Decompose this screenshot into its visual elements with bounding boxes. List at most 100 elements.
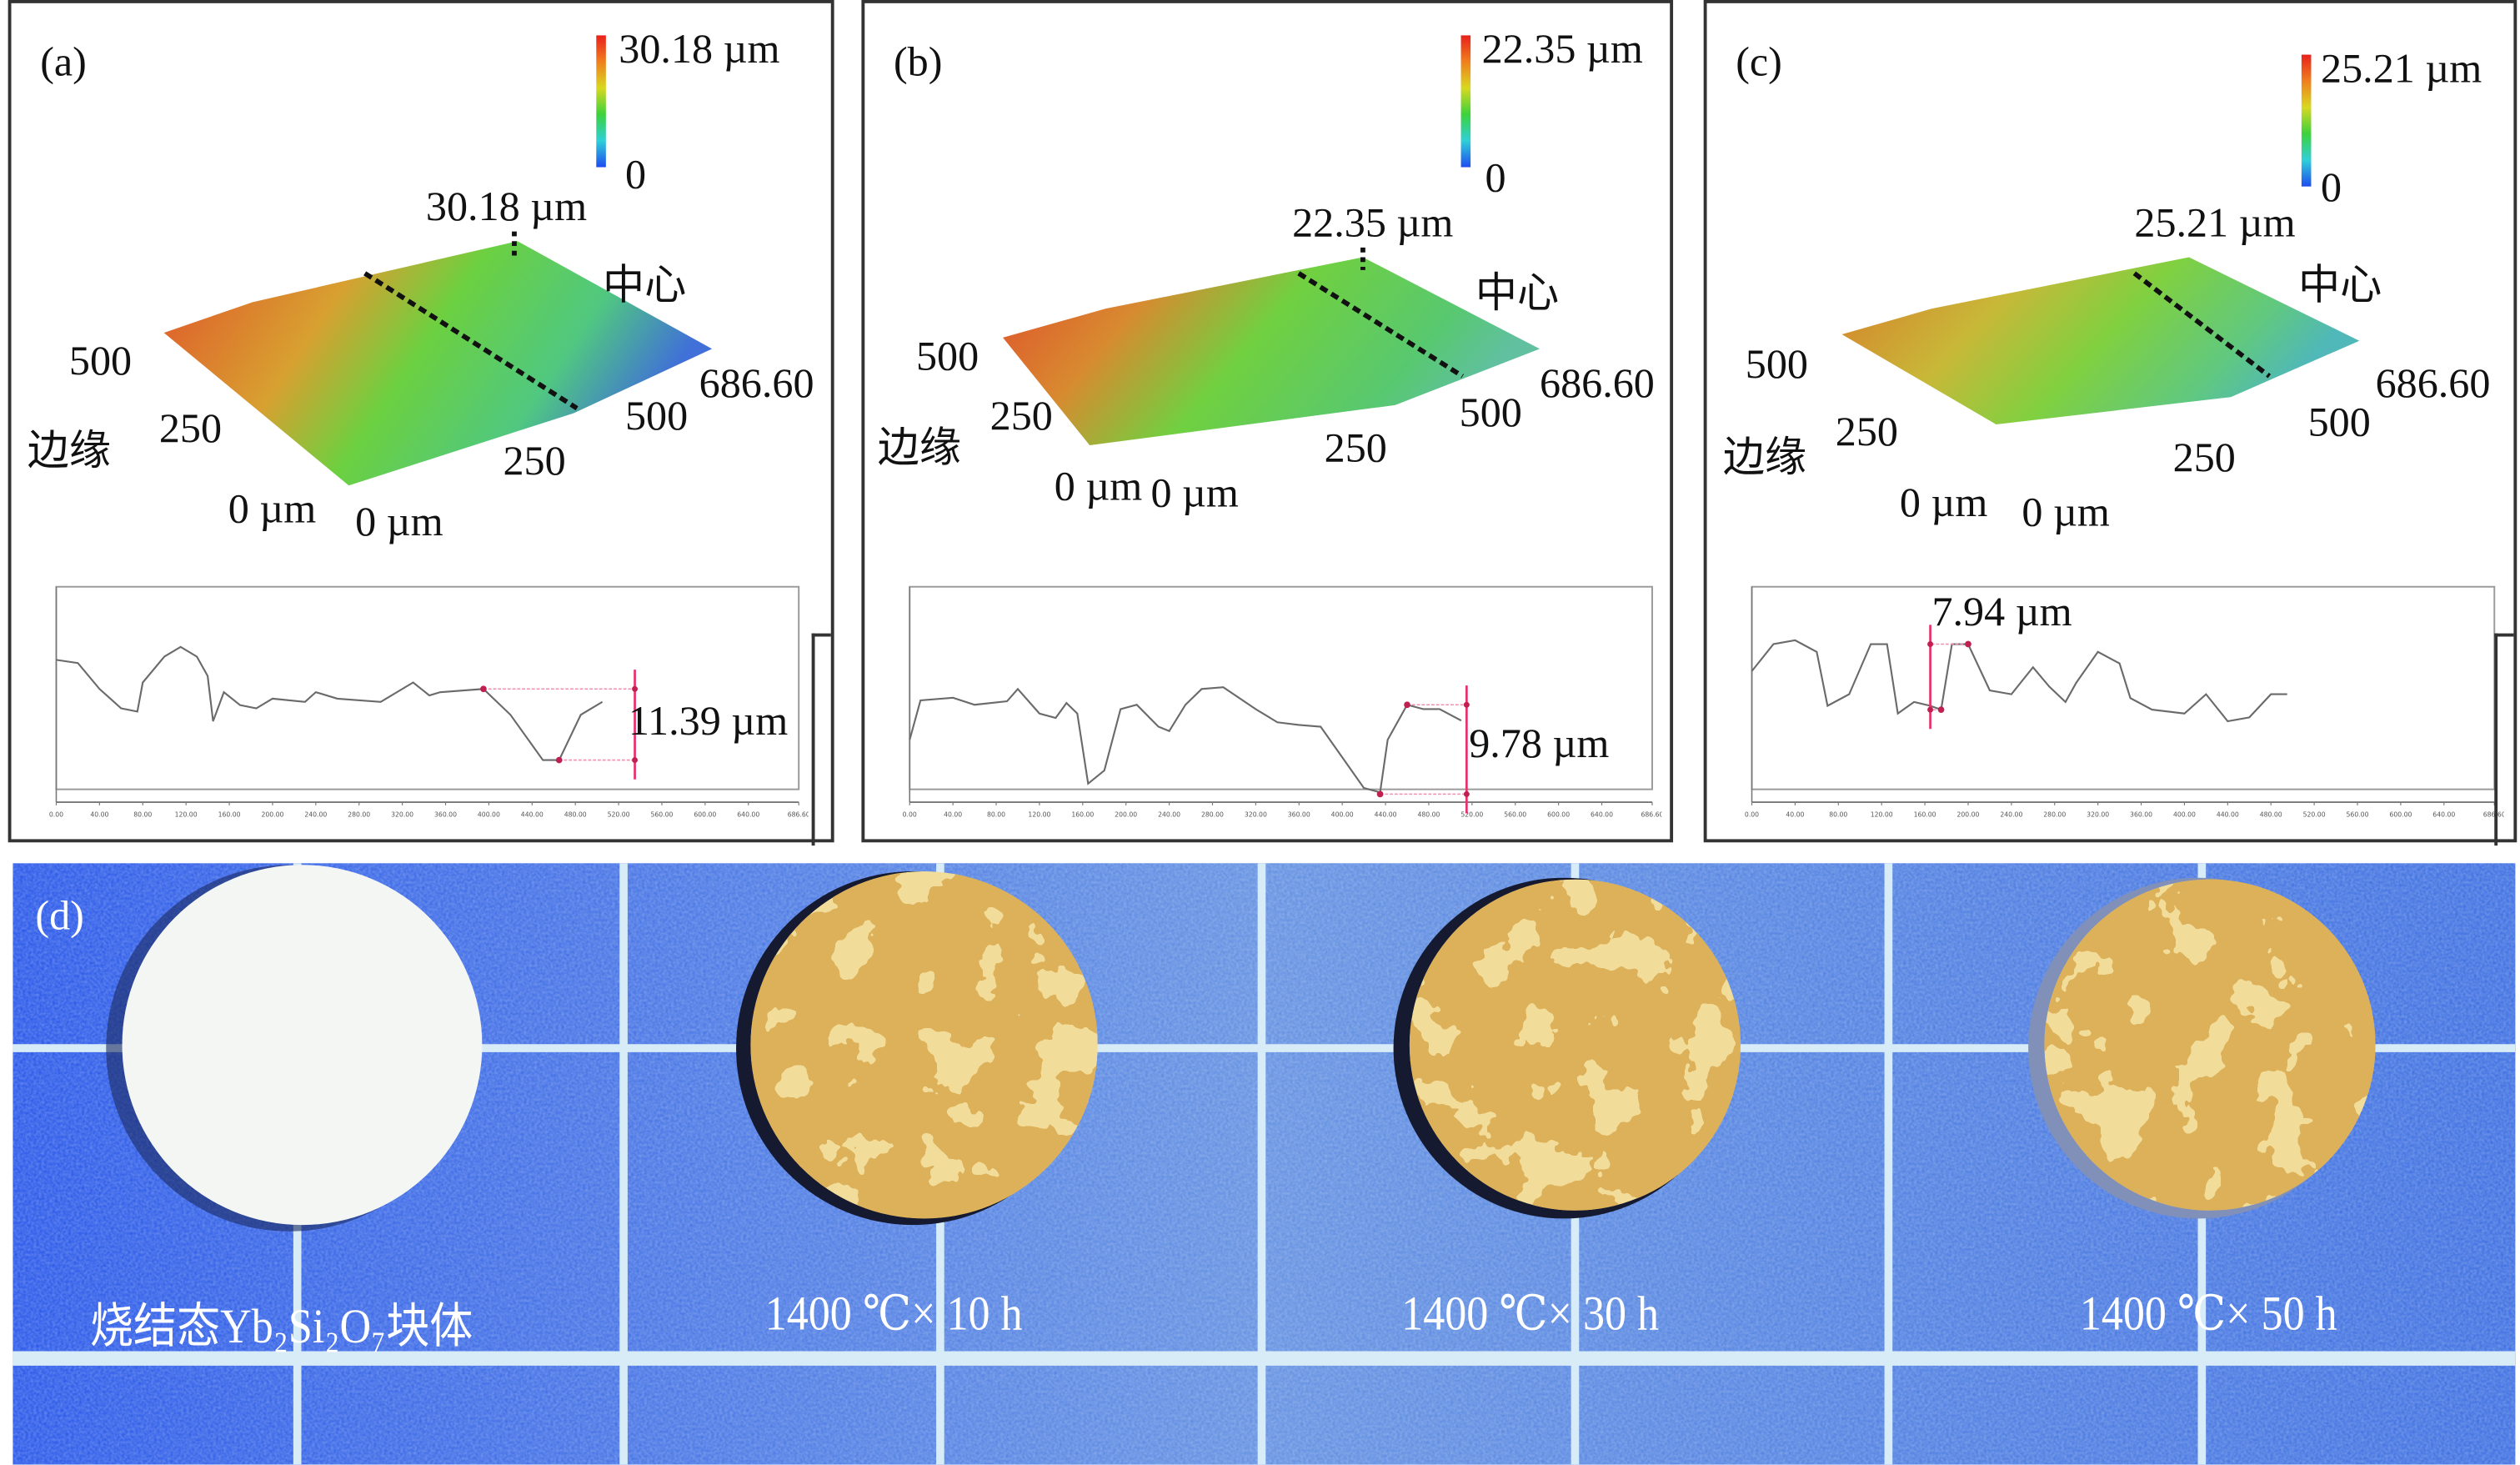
edge-label: 边缘 <box>27 427 112 474</box>
x-tick-label: 280.00 <box>1201 810 1224 818</box>
x-tick-label: 0.00 <box>903 810 917 818</box>
edge-label: 边缘 <box>1722 434 1807 481</box>
y-tick: 250 <box>158 404 223 452</box>
colorbar-min: 0 <box>2321 163 2342 211</box>
x-tick-label: 480.00 <box>564 810 587 818</box>
x-tick-label: 360.00 <box>1288 810 1310 818</box>
sample-label: 烧结态Yb₂Si₂O₇块体 <box>89 1300 473 1354</box>
step-height-label: 9.78 µm <box>1469 720 1610 767</box>
colorbar <box>596 35 606 168</box>
x-tick-label: 200.00 <box>1115 810 1137 818</box>
x-tick-label: 520.00 <box>1460 810 1483 818</box>
x-tick-label: 686.60 <box>788 810 809 818</box>
x-tick-label: 0.00 <box>49 810 63 818</box>
y-tick: 250 <box>1835 408 1898 455</box>
surface-3d-plot <box>1003 247 1541 446</box>
x-tick: 500 <box>1459 389 1522 436</box>
profile-line <box>909 686 1462 794</box>
colorbar-max: 22.35 µm <box>1481 25 1643 73</box>
center-label: 中心 <box>2298 262 2382 309</box>
x-tick-label: 400.00 <box>1331 810 1354 818</box>
x-tick-label: 80.00 <box>1829 810 1847 818</box>
x-tick: 0 µm <box>1150 469 1239 516</box>
height-profile-chart: 0.00 40.00 80.00 120.00 160.00 200.00 240.00 28… <box>49 585 809 818</box>
profile-marker <box>1404 701 1410 709</box>
measure-endpoint <box>1463 790 1470 797</box>
profile-marker <box>1376 790 1384 798</box>
plot-frame <box>55 585 800 790</box>
x-tick-label: 280.00 <box>2043 810 2066 818</box>
sample-label: 1400 ℃× 30 h <box>1401 1287 1660 1341</box>
x-tick: 686.60 <box>699 359 814 407</box>
y-tick: 500 <box>1745 340 1808 388</box>
x-tick-label: 80.00 <box>987 810 1005 818</box>
side-bracket <box>2494 633 2514 846</box>
x-tick-label: 240.00 <box>304 810 327 818</box>
x-tick-label: 360.00 <box>2130 810 2152 818</box>
x-tick-label: 560.00 <box>1504 810 1526 818</box>
oxidized-sample-disk-10h <box>750 870 1098 1219</box>
x-tick-label: 320.00 <box>2087 810 2109 818</box>
x-tick-label: 400.00 <box>2173 810 2196 818</box>
x-tick-label: 40.00 <box>1786 810 1804 818</box>
x-tick-label: 520.00 <box>2303 810 2326 818</box>
profile-marker <box>555 756 563 764</box>
surface-3d-plot <box>1841 257 2360 424</box>
sample-label: 1400 ℃× 10 h <box>764 1287 1023 1341</box>
x-tick-label: 640.00 <box>2432 810 2455 818</box>
x-tick-label: 160.00 <box>1071 810 1094 818</box>
x-tick-label: 686.60 <box>1641 810 1661 818</box>
profile-line <box>56 645 604 761</box>
sample-photo <box>13 863 2516 1465</box>
x-tick-label: 240.00 <box>1158 810 1180 818</box>
x-tick: 686.60 <box>2375 359 2491 407</box>
x-tick-label: 560.00 <box>650 810 673 818</box>
x-tick: 0 µm <box>2022 489 2110 536</box>
y-tick: 0 µm <box>1054 463 1143 510</box>
x-tick: 0 µm <box>355 498 443 545</box>
x-tick-label: 600.00 <box>2389 810 2412 818</box>
x-tick-label: 360.00 <box>434 810 457 818</box>
x-tick-label: 686.60 <box>2483 810 2504 818</box>
oxidized-sample-disk-50h <box>2044 879 2376 1211</box>
y-tick: 0 µm <box>228 485 317 533</box>
x-tick-label: 160.00 <box>218 810 241 818</box>
colorbar-min: 0 <box>1485 154 1506 201</box>
x-tick-label: 640.00 <box>1591 810 1613 818</box>
y-tick: 250 <box>989 392 1053 439</box>
surface-3d-plot <box>163 231 713 486</box>
step-height-label: 11.39 µm <box>628 697 789 745</box>
pristine-sample-disk <box>122 865 483 1226</box>
x-tick-label: 0.00 <box>1745 810 1759 818</box>
x-tick-label: 320.00 <box>391 810 413 818</box>
panel-label: (b) <box>893 38 943 86</box>
sample-label: 1400 ℃× 50 h <box>2079 1287 2337 1341</box>
peak-label: 30.18 µm <box>425 183 588 230</box>
colorbar-max: 30.18 µm <box>619 25 780 73</box>
colorbar <box>2301 54 2312 187</box>
colorbar <box>1460 35 1471 168</box>
x-tick-label: 560.00 <box>2347 810 2369 818</box>
peak-label: 25.21 µm <box>2134 199 2296 246</box>
side-bracket <box>811 633 831 846</box>
colorbar-max: 25.21 µm <box>2321 44 2482 92</box>
x-tick-label: 280.00 <box>348 810 370 818</box>
x-tick-label: 600.00 <box>1547 810 1570 818</box>
x-tick-label: 600.00 <box>694 810 716 818</box>
x-tick: 500 <box>2307 399 2371 446</box>
x-tick-label: 120.00 <box>175 810 198 818</box>
x-tick-label: 480.00 <box>1417 810 1440 818</box>
x-tick-label: 240.00 <box>2000 810 2022 818</box>
measure-endpoint <box>632 757 639 764</box>
x-tick-label: 320.00 <box>1245 810 1267 818</box>
profile-line <box>2132 271 2272 379</box>
x-tick-label: 200.00 <box>261 810 283 818</box>
profile-marker <box>1965 640 1971 648</box>
center-label: 中心 <box>603 262 687 309</box>
profile-marker <box>480 685 487 693</box>
x-tick-label: 640.00 <box>737 810 759 818</box>
peak-label: 22.35 µm <box>1292 199 1454 246</box>
height-profile-chart: 0.00 40.00 80.00 120.00 160.00 200.00 240.00 28… <box>1745 585 2504 818</box>
panel-label: (a) <box>40 38 87 86</box>
